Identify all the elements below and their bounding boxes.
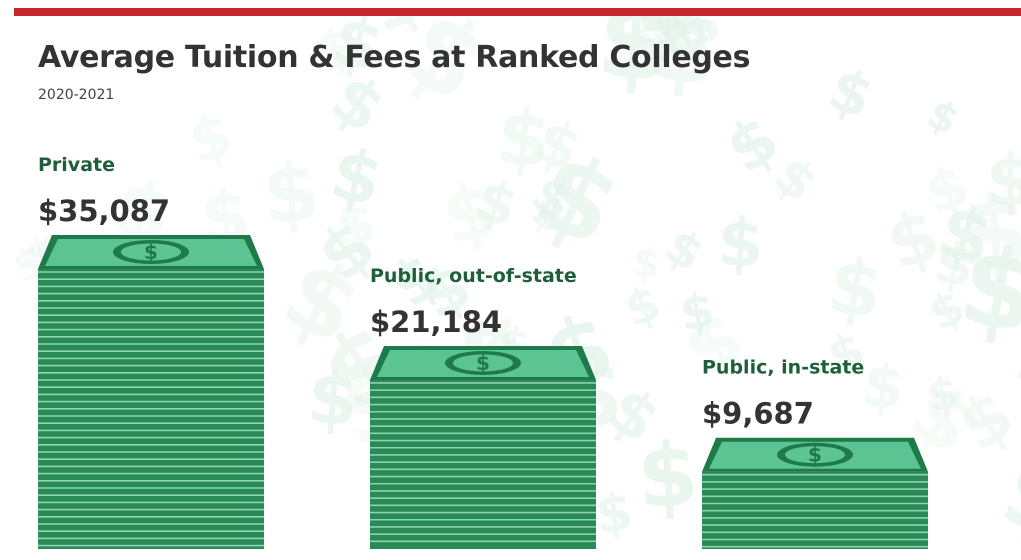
cash-stack-bar: $ (370, 345, 596, 549)
category-label: Public, out-of-state (370, 265, 577, 287)
dollar-sign-icon: $ (476, 351, 490, 375)
background-dollar-icon: $ (676, 282, 718, 343)
top-strip (0, 0, 1021, 8)
bill-center-inner (121, 243, 181, 261)
chart-subtitle: 2020-2021 (38, 87, 115, 103)
background-dollar-icon: $ (635, 16, 678, 78)
background-dollar-icon: $ (955, 172, 1021, 294)
background-dollar-icon: $ (259, 145, 323, 243)
bill-center-inner (785, 446, 845, 464)
chart-title: Average Tuition & Fees at Ranked College… (38, 40, 751, 75)
background-dollar-icon: $ (715, 203, 765, 283)
cash-stack-bar: $ (702, 437, 928, 549)
background-dollar-icon: $ (930, 230, 978, 300)
bill-center-inner (453, 354, 513, 372)
background-dollar-icon: $ (305, 355, 361, 443)
cash-stack-bar: $ (38, 235, 264, 549)
accent-bar (14, 8, 1021, 16)
data-label: $21,184 (370, 305, 502, 339)
background-dollar-icon: $ (634, 423, 701, 528)
category-label: Private (38, 154, 115, 176)
background-dollar-icon: $ (1010, 333, 1021, 399)
background-dollar-icon: $ (986, 139, 1021, 222)
background-dollar-icon: $ (493, 93, 555, 187)
background-dollar-icon: $ (859, 349, 908, 422)
background-dollar-icon: $ (593, 16, 678, 107)
category-label: Public, in-state (702, 357, 864, 379)
data-label: $9,687 (702, 397, 814, 431)
data-label: $35,087 (38, 194, 170, 228)
cash-stack-body (370, 379, 596, 549)
dollar-sign-icon: $ (144, 240, 158, 264)
dollar-sign-icon: $ (808, 443, 822, 467)
background-dollar-icon: $ (642, 16, 727, 110)
background-dollar-icon: $ (592, 480, 636, 546)
